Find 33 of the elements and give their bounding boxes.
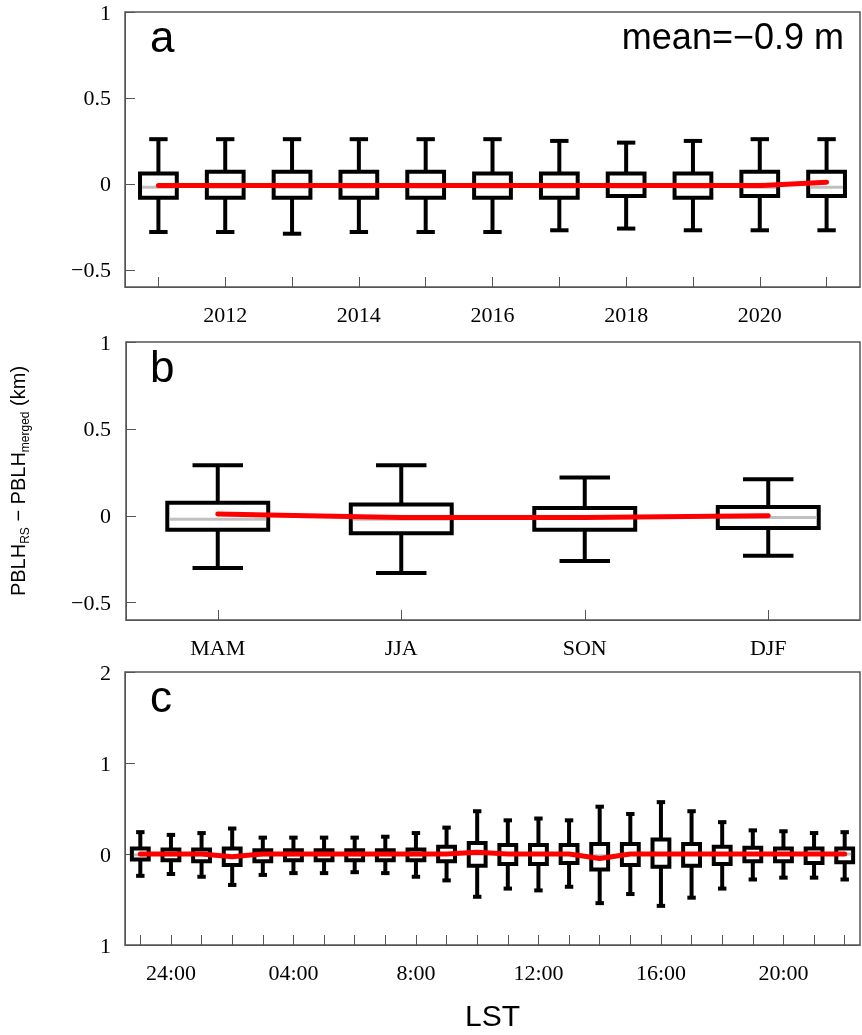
x-tick-label: DJF — [749, 634, 787, 660]
y-tick-label: 0 — [100, 503, 111, 529]
y-axis-title: PBLHRS − PBLHmerged (km) — [7, 365, 32, 597]
x-tick-label: 24:00 — [145, 959, 196, 985]
y-tick-label: 0 — [100, 841, 111, 867]
x-tick-label: 16:00 — [635, 959, 686, 985]
x-tick-label: 2018 — [604, 301, 649, 327]
x-tick-label: JJA — [384, 634, 418, 660]
y-tick-label: 1 — [100, 329, 111, 355]
x-tick-label: 8:00 — [396, 959, 436, 985]
y-tick-label: −0.5 — [71, 590, 111, 616]
x-tick-label: 2014 — [336, 301, 381, 327]
y-tick-label: 1 — [100, 0, 111, 25]
annotation: b — [150, 341, 175, 391]
annotation: a — [150, 11, 175, 61]
annotation: c — [150, 671, 172, 721]
x-tick-label: MAM — [190, 634, 246, 660]
x-tick-label: 2020 — [737, 301, 782, 327]
y-tick-label: 0.5 — [83, 416, 111, 442]
y-tick-label: 1 — [100, 750, 111, 776]
x-tick-label: 20:00 — [758, 959, 809, 985]
x-tick-label: 12:00 — [513, 959, 564, 985]
y-tick-label: −0.5 — [71, 257, 111, 283]
x-tick-label: SON — [562, 634, 607, 660]
x-tick-label: 2012 — [203, 301, 248, 327]
y-tick-label: 0.5 — [83, 85, 111, 111]
x-tick-label: 04:00 — [268, 959, 319, 985]
y-tick-label: 1 — [100, 932, 111, 958]
y-tick-label: 2 — [100, 659, 111, 685]
x-axis-title: LST — [464, 998, 521, 1032]
annotation: mean=−0.9 m — [621, 15, 845, 57]
y-tick-label: 0 — [100, 171, 111, 197]
x-tick-label: 2016 — [470, 301, 515, 327]
